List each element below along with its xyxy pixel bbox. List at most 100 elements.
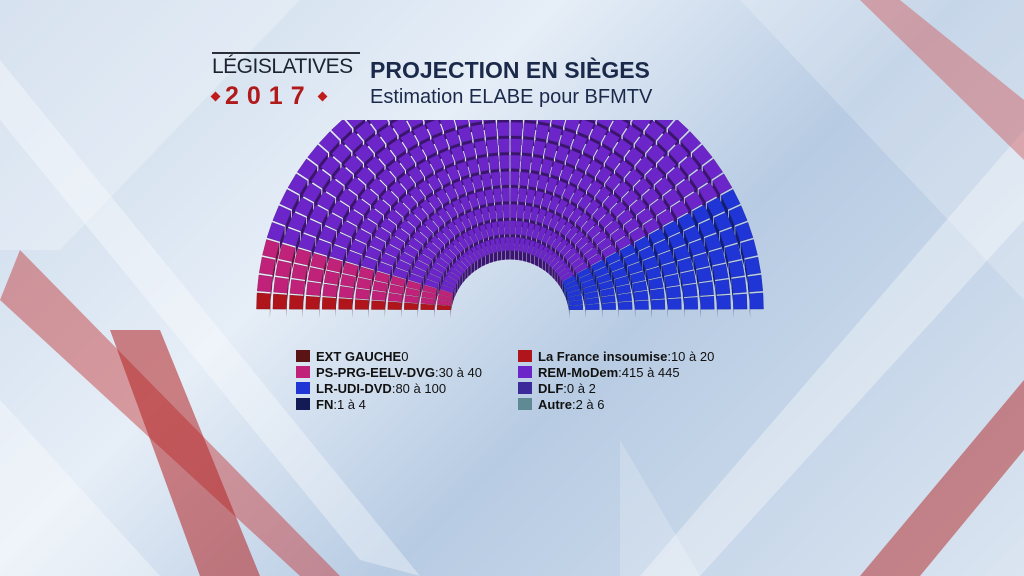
seat-block bbox=[520, 155, 532, 170]
seat-block-side bbox=[369, 280, 372, 299]
seat-block bbox=[406, 280, 422, 291]
legend-item: EXT GAUCHE 0 bbox=[296, 348, 482, 364]
seat-block-side bbox=[728, 211, 735, 235]
seat-block-side bbox=[390, 266, 393, 284]
seat-block bbox=[454, 258, 469, 272]
legend-label: FN bbox=[316, 396, 334, 412]
legend-value: :415 à 445 bbox=[618, 364, 680, 380]
seat-block bbox=[412, 124, 431, 143]
seat-block-side bbox=[609, 265, 612, 281]
seat-block bbox=[467, 192, 480, 209]
legend-item: Autre:2 à 6 bbox=[518, 396, 714, 412]
seat-block bbox=[683, 297, 699, 310]
seat-block bbox=[307, 267, 324, 283]
seat-block-side bbox=[319, 283, 322, 305]
seat-block bbox=[407, 165, 425, 184]
seat-block bbox=[446, 242, 461, 257]
legend-value: :80 à 100 bbox=[391, 380, 447, 396]
seat-block bbox=[510, 171, 520, 186]
seat-block bbox=[388, 120, 393, 122]
seat-block-side bbox=[279, 226, 285, 251]
seat-block bbox=[404, 295, 419, 304]
seat-block-side bbox=[286, 279, 289, 303]
seat-block bbox=[585, 303, 600, 310]
seat-block bbox=[667, 298, 682, 310]
seat-block bbox=[523, 205, 533, 220]
seat-block bbox=[479, 241, 490, 257]
seat-block bbox=[417, 223, 434, 239]
diamond-icon bbox=[210, 91, 221, 101]
seat-block bbox=[405, 212, 422, 228]
seat-block bbox=[376, 261, 393, 275]
seat-block bbox=[349, 239, 367, 255]
seat-block-side bbox=[650, 290, 652, 309]
seat-block bbox=[354, 299, 369, 310]
seat-block bbox=[282, 227, 301, 247]
seat-block bbox=[617, 292, 633, 303]
seat-block-side bbox=[392, 258, 396, 275]
seat-block bbox=[689, 168, 710, 189]
legend-value: :10 à 20 bbox=[667, 348, 715, 364]
seat-block bbox=[653, 239, 671, 255]
seat-block-side bbox=[387, 275, 390, 292]
seat-block bbox=[501, 187, 510, 202]
seat-block-side bbox=[724, 247, 729, 271]
seat-block bbox=[364, 245, 382, 261]
seat-block bbox=[472, 226, 484, 242]
seat-block bbox=[469, 120, 483, 124]
seat-block bbox=[298, 233, 316, 252]
seat-block bbox=[518, 237, 526, 253]
seat-block-side bbox=[596, 278, 599, 293]
seat-block bbox=[272, 205, 292, 226]
seat-block bbox=[645, 165, 665, 185]
seat-block bbox=[451, 198, 465, 215]
seat-block bbox=[475, 243, 486, 258]
seat-block bbox=[435, 188, 450, 205]
seat-block bbox=[393, 227, 410, 243]
seat-block bbox=[658, 250, 675, 266]
seat-block bbox=[540, 192, 553, 209]
seat-block bbox=[582, 139, 600, 157]
seat-block bbox=[323, 270, 340, 285]
seat-block bbox=[617, 208, 634, 225]
seat-block bbox=[570, 256, 586, 269]
seat-block bbox=[557, 266, 572, 278]
seat-block bbox=[338, 187, 358, 207]
seat-block bbox=[595, 165, 613, 184]
chart-title: PROJECTION EN SIÈGES bbox=[370, 57, 650, 83]
seat-block bbox=[445, 164, 461, 182]
seat-block-side bbox=[303, 281, 305, 304]
seat-block-side bbox=[408, 265, 411, 281]
seat-block bbox=[471, 174, 484, 191]
seat-block bbox=[700, 296, 715, 310]
seat-block-side bbox=[311, 238, 316, 260]
seat-block-side bbox=[411, 258, 415, 274]
legend-item: La France insoumise:10 à 20 bbox=[518, 348, 714, 364]
seat-block bbox=[387, 138, 407, 158]
seat-block bbox=[559, 270, 575, 282]
seat-block-side bbox=[401, 294, 403, 311]
seat-block bbox=[573, 261, 589, 274]
seat-block bbox=[613, 138, 633, 158]
seat-block bbox=[497, 220, 505, 236]
seat-block bbox=[593, 145, 612, 164]
seat-block bbox=[412, 230, 428, 245]
seat-block bbox=[436, 304, 451, 310]
seat-block bbox=[444, 202, 458, 219]
seat-block bbox=[477, 156, 490, 172]
seat-block bbox=[548, 213, 561, 230]
seat-block bbox=[673, 244, 691, 261]
seat-block bbox=[566, 289, 582, 298]
seat-block-side bbox=[485, 254, 489, 265]
seat-block bbox=[371, 290, 387, 301]
seat-block bbox=[635, 155, 655, 175]
seat-block bbox=[530, 241, 541, 257]
seat-block bbox=[571, 134, 588, 152]
seat-block-side bbox=[471, 262, 475, 274]
seat-block bbox=[345, 250, 362, 266]
seat-block-side bbox=[712, 266, 716, 289]
legend-swatch bbox=[518, 350, 532, 362]
seat-block bbox=[355, 120, 376, 141]
seat-block bbox=[359, 187, 379, 206]
seat-block bbox=[629, 271, 646, 284]
